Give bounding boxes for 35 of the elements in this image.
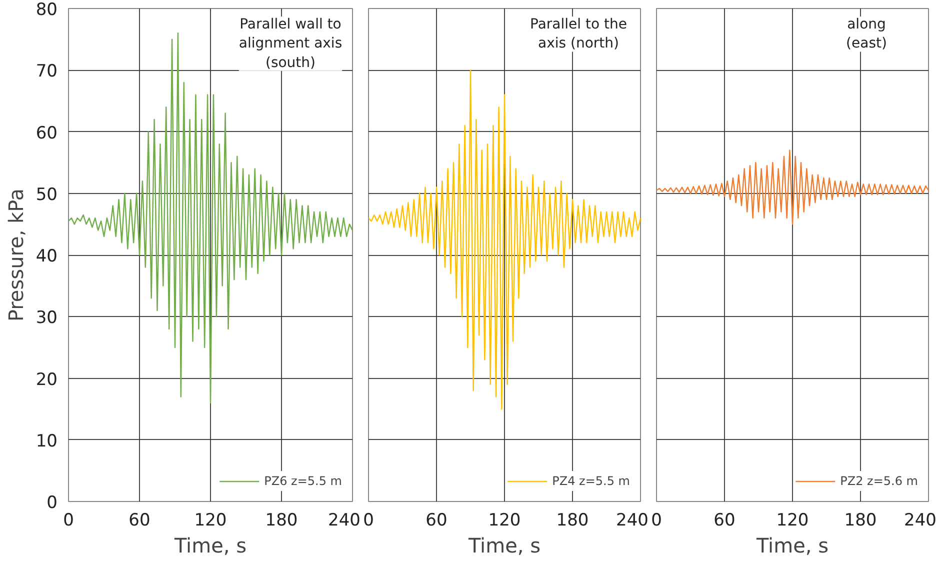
x-tick-label: 60 (426, 510, 448, 530)
y-tick-label: 60 (36, 123, 58, 144)
y-tick-label: 0 (46, 493, 58, 513)
x-tick-label: 120 (488, 510, 521, 530)
y-axis-title: Pressure, kPa (4, 188, 28, 322)
y-tick-label: 30 (36, 308, 58, 328)
x-axis-title: Time, s (467, 534, 541, 558)
x-tick-label: 180 (265, 510, 298, 530)
x-tick-label: 120 (194, 510, 227, 530)
x-axis-title: Time, s (173, 534, 247, 558)
legend-label: PZ4 z=5.5 m (552, 474, 630, 488)
x-tick-label: 240 (904, 510, 936, 530)
x-tick-label: 180 (844, 510, 877, 530)
x-tick-label: 240 (616, 510, 649, 530)
x-tick-label: 240 (328, 510, 361, 530)
y-tick-label: 70 (36, 62, 58, 82)
y-tick-label: 80 (36, 0, 58, 20)
x-tick-label: 0 (363, 510, 374, 530)
y-tick-label: 50 (36, 184, 58, 205)
y-tick-label: 40 (36, 246, 58, 266)
x-tick-label: 60 (714, 510, 736, 530)
x-tick-label: 120 (776, 510, 809, 530)
annotation: along (east) (846, 16, 887, 52)
y-tick-label: 20 (36, 370, 58, 390)
y-tick-label: 10 (36, 431, 58, 452)
line-series (68, 32, 352, 404)
legend-label: PZ2 z=5.6 m (840, 474, 918, 488)
x-axis-title: Time, s (755, 534, 829, 558)
x-tick-label: 0 (63, 510, 74, 530)
x-tick-label: 180 (556, 510, 589, 530)
x-tick-label: 0 (651, 510, 662, 530)
annotation: Parallel to the axis (north) (530, 16, 627, 52)
x-tick-label: 60 (128, 510, 150, 530)
annotation: Parallel wall to alignment axis (south) (238, 16, 342, 71)
legend-label: PZ6 z=5.5 m (264, 474, 342, 488)
